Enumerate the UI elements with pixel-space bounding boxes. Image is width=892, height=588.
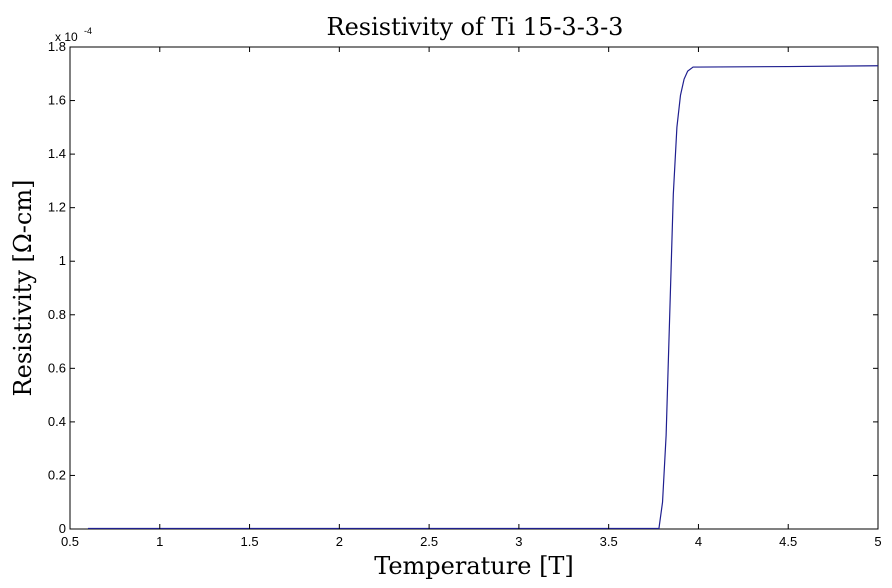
y-axis-label: Resistivity [Ω-cm] [9,180,37,397]
series-line [87,65,879,530]
x-tick-label: 4 [695,534,702,549]
x-tick-label: 2.5 [420,534,438,549]
chart-title: Resistivity of Ti 15-3-3-3 [327,13,624,41]
y-multiplier-exponent: -4 [84,26,92,36]
y-tick-label: 1.2 [48,200,66,215]
y-tick-label: 0 [59,521,66,536]
y-multiplier-text: x 10 [55,30,78,44]
x-tick-label: 0.5 [61,534,79,549]
x-tick-label: 1.5 [241,534,259,549]
x-tick-label: 2 [336,534,343,549]
plot-area [69,46,879,530]
y-tick-label: 0.2 [48,467,66,482]
y-tick-label: 1.4 [48,146,66,161]
x-axis-label: Temperature [T] [374,552,574,580]
y-axis-multiplier: x 10 -4 [55,26,92,44]
y-tick-label: 1 [59,253,66,268]
x-tick-label: 5 [874,534,881,549]
y-tick-label: 1.6 [48,93,66,108]
y-axis: 0 0.2 0.4 0.6 0.8 1 1.2 1.4 1.6 1.8 [48,39,878,536]
y-tick-label: 0.8 [48,307,66,322]
y-tick-label: 0.6 [48,360,66,375]
x-tick-label: 4.5 [779,534,797,549]
x-tick-label: 3.5 [600,534,618,549]
x-tick-label: 1 [156,534,163,549]
x-axis: 0.5 1 1.5 2 2.5 3 3.5 4 4.5 5 [61,47,882,549]
y-tick-label: 1.8 [48,39,66,54]
y-tick-label: 0.4 [48,414,66,429]
x-tick-label: 3 [515,534,522,549]
axes-box [69,46,879,530]
